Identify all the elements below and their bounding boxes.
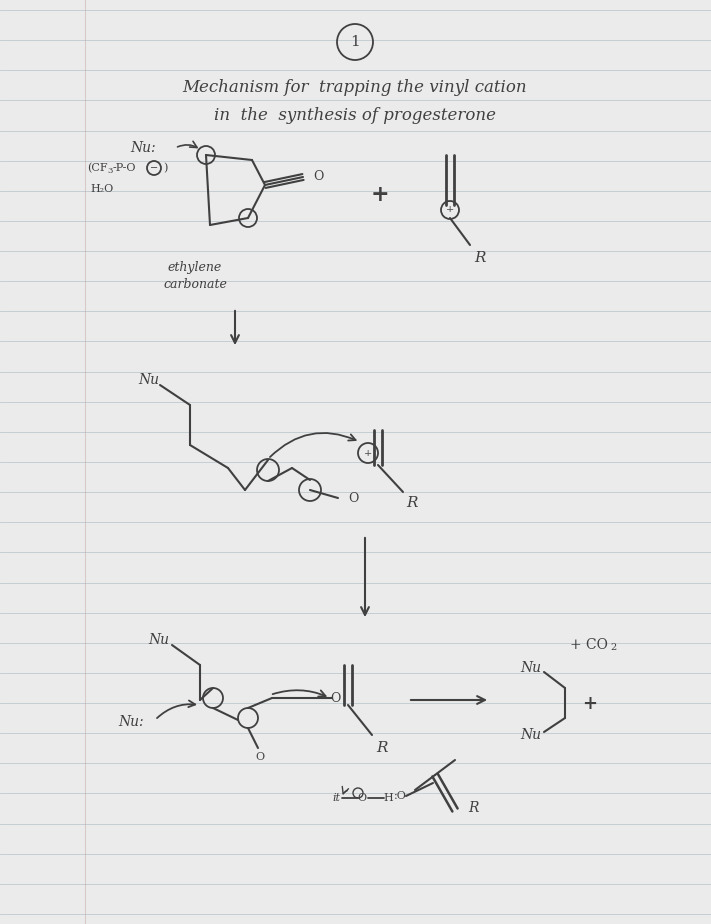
Text: carbonate: carbonate [163,278,227,291]
Text: Nu: Nu [138,373,159,387]
Text: Nu: Nu [520,728,541,742]
Text: R: R [376,741,387,755]
Text: R: R [474,251,486,265]
Text: it: it [332,793,340,803]
Text: −: − [150,164,158,173]
Text: +: + [582,695,597,713]
Text: (CF: (CF [87,163,107,173]
Text: H₂O: H₂O [90,184,113,194]
Text: + CO: + CO [570,638,608,652]
Text: ethylene: ethylene [168,261,222,274]
Text: Nu: Nu [520,661,541,675]
Text: +: + [370,184,390,206]
Text: -P-O: -P-O [113,163,137,173]
Text: O: O [313,171,324,184]
Text: +: + [364,448,372,457]
Text: Mechanism for  trapping the vinyl cation: Mechanism for trapping the vinyl cation [183,79,528,96]
Text: O: O [255,752,264,762]
Text: Nu:: Nu: [118,715,144,729]
Text: in  the  synthesis of progesterone: in the synthesis of progesterone [214,106,496,124]
Text: R: R [406,496,418,510]
Text: H: H [383,793,393,803]
Text: ): ) [163,163,167,173]
Text: 2: 2 [610,643,616,652]
Text: R: R [468,801,479,815]
Text: O: O [348,492,358,505]
Text: O: O [330,691,340,704]
Text: O: O [358,793,367,803]
Text: 1: 1 [350,35,360,49]
Text: +: + [446,205,454,214]
Text: Nu:: Nu: [130,141,156,155]
Text: Nu: Nu [148,633,169,647]
Text: 3: 3 [107,167,112,175]
Text: :O: :O [394,791,407,801]
